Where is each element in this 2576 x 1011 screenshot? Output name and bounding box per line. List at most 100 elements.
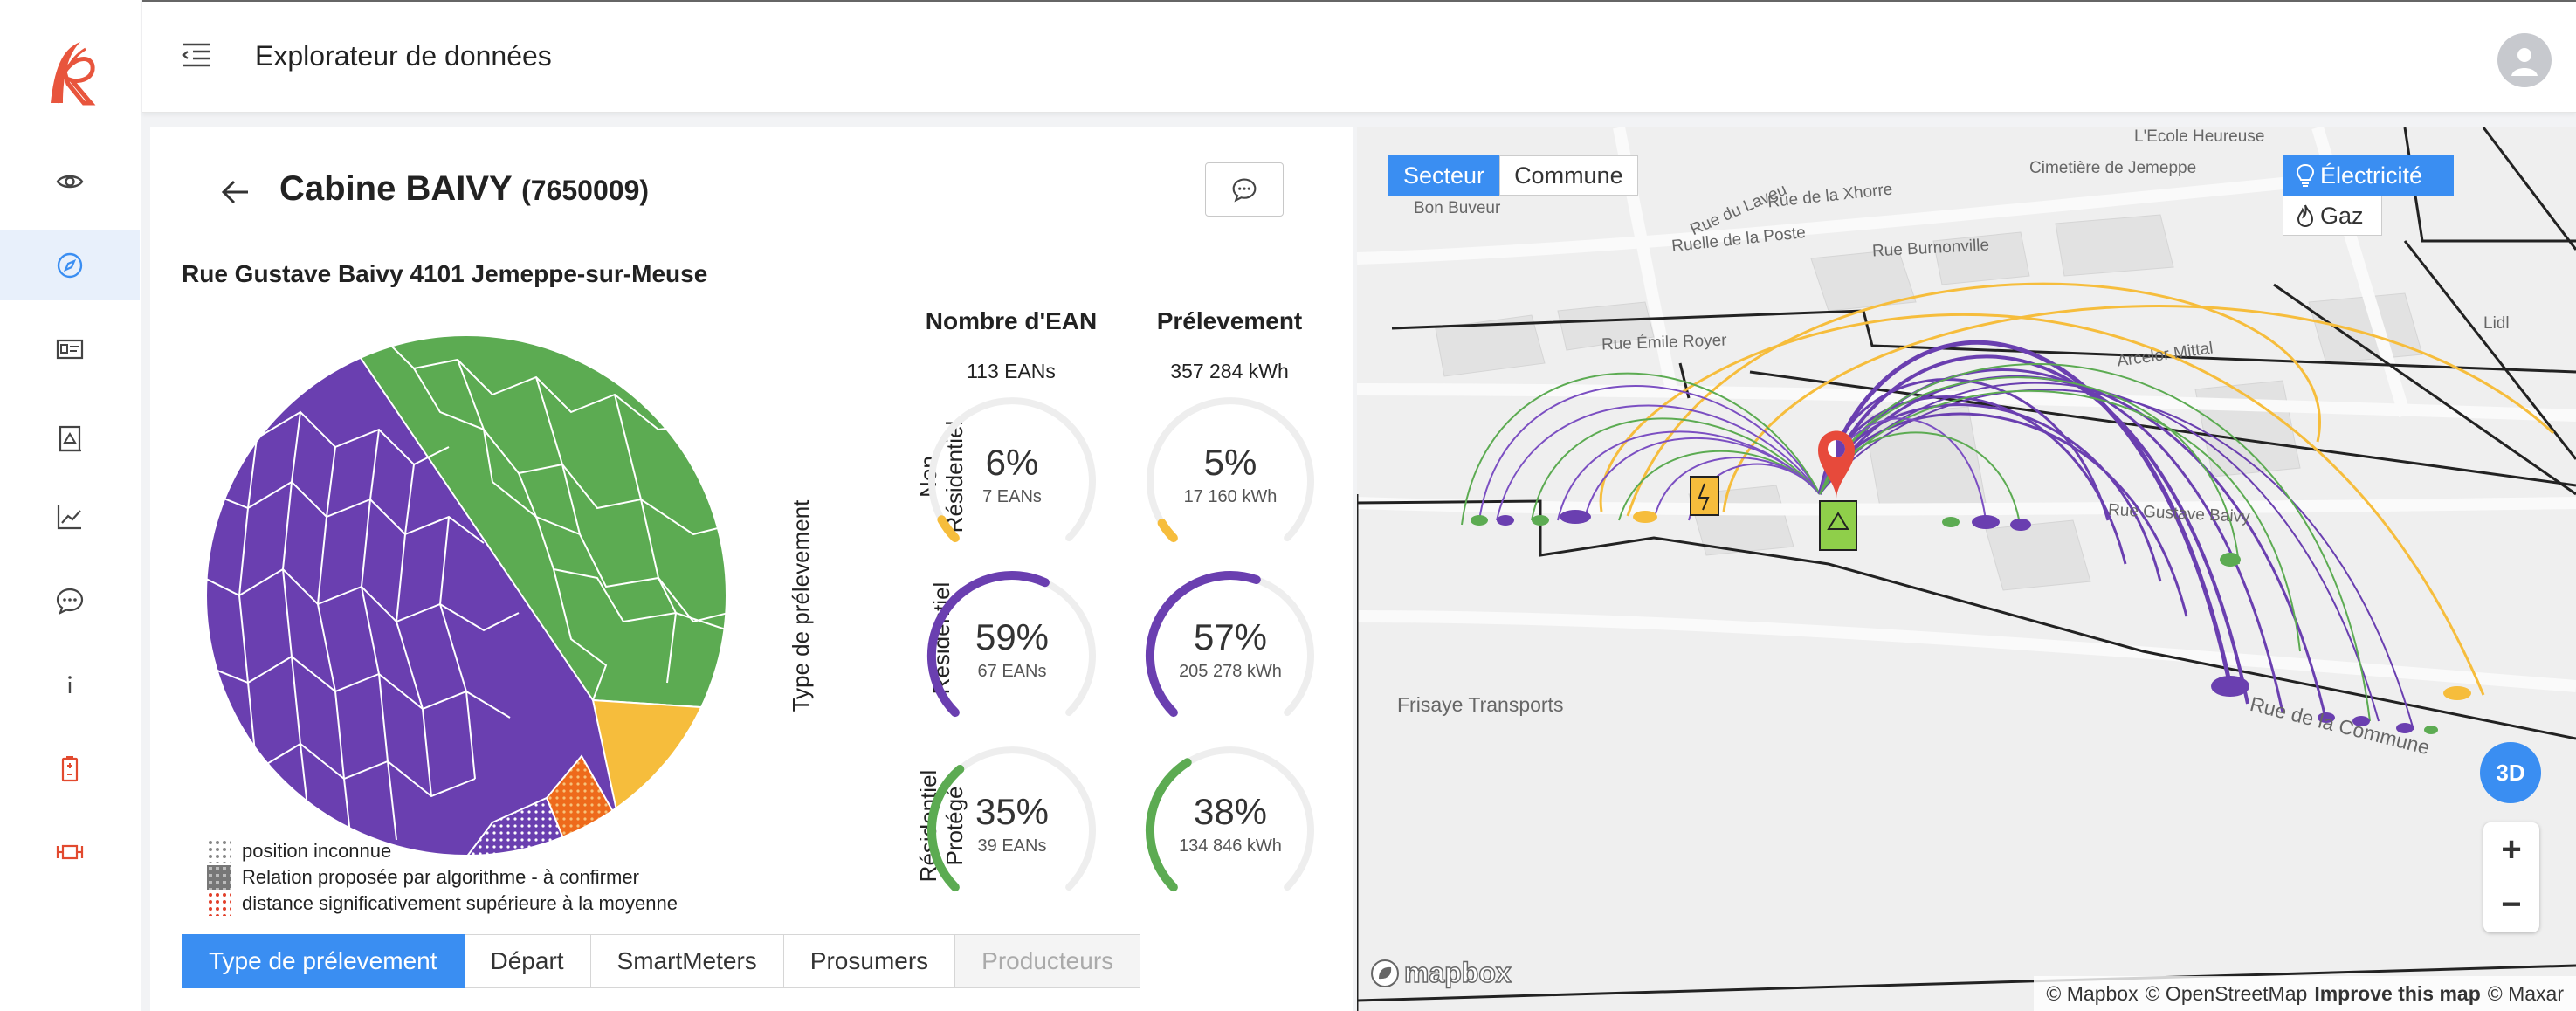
- gauge-arc: [1147, 397, 1314, 543]
- gauge-arc: [927, 746, 1096, 892]
- red-dots-pattern-icon: [207, 891, 231, 916]
- user-icon: [2511, 48, 2538, 76]
- gauge-arc: [926, 570, 1096, 718]
- pie-non-residentiel: [591, 698, 727, 856]
- cabin-title: Cabine BAIVY (7650009): [279, 169, 649, 209]
- attrib-improve[interactable]: Improve this map: [2314, 981, 2481, 1005]
- pie-residentiel-protege: [342, 335, 727, 711]
- page-title: Explorateur de données: [255, 40, 552, 72]
- tab-prosumers[interactable]: Prosumers: [783, 934, 956, 988]
- gauge-percent: 35%: [975, 791, 1050, 832]
- energy-electricite[interactable]: Électricité: [2283, 155, 2454, 196]
- map-canvas[interactable]: [1357, 127, 2576, 1011]
- mapbox-logo[interactable]: mapbox: [1369, 956, 1512, 989]
- voronoi-pie-chart[interactable]: [204, 334, 728, 857]
- gauge-ean-row-0: 6% 7 EANs: [920, 389, 1104, 573]
- back-arrow-icon[interactable]: [220, 176, 251, 208]
- info-icon: [68, 676, 72, 693]
- energy-gaz[interactable]: Gaz: [2283, 196, 2382, 236]
- battery-icon: [61, 756, 79, 782]
- gauge-value: 134 846 kWh: [1179, 836, 1282, 856]
- tab-producteurs: Producteurs: [955, 934, 1141, 988]
- gauge-fill: [1145, 571, 1261, 718]
- gauge-arc: [1145, 746, 1314, 892]
- nav-id[interactable]: [0, 314, 140, 384]
- gauge-ean-row-1: 59% 67 EANs: [920, 564, 1104, 747]
- gauge-percent: 57%: [1193, 616, 1268, 657]
- gauge-track: [1147, 397, 1314, 542]
- col-ean-total: 113 EANs: [967, 360, 1056, 382]
- mapbox-logo-icon: [1371, 959, 1399, 987]
- gauge-percent: 59%: [975, 616, 1050, 657]
- cabin-marker[interactable]: [1818, 430, 1857, 551]
- attrib-mapbox[interactable]: © Mapbox: [2046, 981, 2139, 1005]
- energy-label: Gaz: [2320, 202, 2364, 229]
- menu-collapse-icon[interactable]: [181, 42, 212, 68]
- map-label: Cimetière de Jemeppe: [2029, 159, 2197, 177]
- nav-view[interactable]: [0, 147, 140, 217]
- gauge-value: 67 EANs: [977, 662, 1047, 681]
- gauge-value: 205 278 kWh: [1179, 662, 1282, 681]
- gauge-value: 17 160 kWh: [1183, 487, 1278, 506]
- nav-chat[interactable]: [0, 566, 140, 636]
- nav-battery[interactable]: [0, 733, 140, 803]
- zoom-in-button[interactable]: +: [2483, 822, 2539, 877]
- app-logo[interactable]: [42, 37, 100, 107]
- cabin-address: Rue Gustave Baivy 4101 Jemeppe-sur-Meuse: [182, 260, 708, 287]
- gauge-fill: [926, 570, 1050, 718]
- avatar[interactable]: [2497, 33, 2552, 87]
- scope-toggle: Secteur Commune: [1388, 155, 1638, 196]
- flame-icon: [2297, 204, 2314, 228]
- chart-line-icon: [57, 506, 81, 530]
- building-icon: [59, 425, 81, 452]
- gauge-percent: 6%: [985, 442, 1039, 483]
- sidebar: [0, 0, 141, 1011]
- col-ean-title: Nombre d'EAN: [925, 307, 1098, 334]
- legend-item-algorithm: Relation proposée par algorithme - à con…: [207, 864, 678, 891]
- legend-item-distance: distance significativement supérieure à …: [207, 891, 678, 917]
- nav-info[interactable]: [0, 650, 140, 719]
- nav-chart[interactable]: [0, 482, 140, 552]
- electric-box-icon: [1690, 476, 1719, 516]
- mapbox-wordmark: mapbox: [1403, 956, 1512, 989]
- gauge-track: [928, 397, 1096, 542]
- gauge-fill: [1157, 519, 1178, 543]
- gauge-kwh-row-2: 38% 134 846 kWh: [1139, 739, 1322, 922]
- gauge-kwh-row-0: 5% 17 160 kWh: [1139, 389, 1322, 573]
- gauge-value: 39 EANs: [977, 836, 1047, 856]
- axis-title: Type de prélevement: [788, 499, 814, 712]
- tab-smartmeters[interactable]: SmartMeters: [590, 934, 784, 988]
- gauge-arc: [928, 397, 1096, 543]
- attrib-osm[interactable]: © OpenStreetMap: [2145, 981, 2308, 1005]
- toggle-3d-button[interactable]: 3D: [2480, 742, 2541, 803]
- lightbulb-icon: [2296, 163, 2315, 187]
- nav-connector[interactable]: [0, 817, 140, 887]
- comment-button[interactable]: [1205, 162, 1284, 217]
- legend-label: distance significativement supérieure à …: [242, 892, 678, 914]
- cabin-name: Cabine BAIVY: [279, 169, 512, 208]
- panel-tabs: Type de prélevement Départ SmartMeters P…: [182, 934, 1141, 988]
- grid-pattern-icon: [207, 865, 231, 890]
- nav-building[interactable]: [0, 403, 140, 473]
- tab-depart[interactable]: Départ: [464, 934, 591, 988]
- attrib-maxar[interactable]: © Maxar: [2487, 981, 2564, 1005]
- dots-pattern-icon: [207, 839, 231, 863]
- gauge-ean-row-2: 35% 39 EANs: [920, 739, 1104, 922]
- sector-boundary: [1357, 127, 2576, 1011]
- energy-toggle: Électricité Gaz: [2283, 155, 2454, 236]
- gauge-percent: 38%: [1193, 791, 1268, 832]
- zoom-control: + −: [2483, 822, 2539, 932]
- gauge-value: 7 EANs: [982, 487, 1042, 506]
- zoom-out-button[interactable]: −: [2501, 885, 2522, 924]
- legend-label: Relation proposée par algorithme - à con…: [242, 866, 639, 888]
- chat-icon: [1232, 178, 1257, 203]
- gauge-kwh-row-1: 57% 205 278 kWh: [1139, 564, 1322, 747]
- map-view[interactable]: L'Ecole Heureuse Cimetière de Jemeppe Bo…: [1357, 127, 2576, 1011]
- scope-commune[interactable]: Commune: [1499, 155, 1638, 196]
- tab-type-prelevement[interactable]: Type de prélevement: [182, 934, 465, 988]
- col-kwh-title: Prélevement: [1156, 307, 1303, 334]
- nav-explorer[interactable]: [0, 230, 140, 300]
- scope-secteur[interactable]: Secteur: [1388, 155, 1500, 196]
- ean-points: [1471, 510, 2471, 734]
- chat-icon: [56, 588, 84, 616]
